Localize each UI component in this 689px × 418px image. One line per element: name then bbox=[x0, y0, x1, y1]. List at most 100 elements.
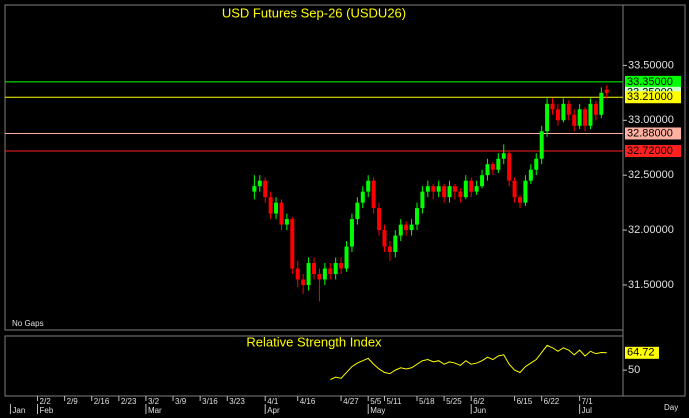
candle-body bbox=[452, 186, 457, 192]
candle-body bbox=[355, 202, 360, 220]
y-tick-label: 50 bbox=[628, 364, 640, 376]
x-tick-label: 5/18 bbox=[419, 397, 435, 406]
rsi-title: Relative Strength Index bbox=[246, 334, 382, 349]
y-tick-label: 32.50000 bbox=[628, 169, 674, 181]
candle-body bbox=[518, 197, 522, 203]
candle-body bbox=[496, 158, 501, 170]
candle-body bbox=[463, 180, 468, 198]
candle-body bbox=[555, 109, 560, 121]
level-label: 32.88000 bbox=[627, 127, 673, 139]
month-label: Jun bbox=[473, 406, 486, 415]
candle-body bbox=[507, 153, 512, 181]
candle-body bbox=[528, 169, 533, 181]
x-tick-label: 4/1 bbox=[267, 397, 279, 406]
x-tick-label: 4/27 bbox=[343, 397, 359, 406]
candle-body bbox=[588, 103, 593, 126]
candle-body bbox=[415, 208, 419, 225]
month-label: Jul bbox=[582, 406, 592, 415]
candle-body bbox=[577, 109, 582, 126]
candle-body bbox=[322, 268, 327, 280]
candle-body bbox=[404, 224, 409, 231]
candle-body bbox=[371, 180, 376, 209]
x-tick-label: 6/22 bbox=[544, 397, 560, 406]
candle-body bbox=[274, 202, 279, 214]
rsi-value-box bbox=[625, 346, 659, 359]
x-tick-label: 6/2 bbox=[473, 397, 485, 406]
candle-body bbox=[312, 263, 316, 275]
month-label: Feb bbox=[40, 406, 54, 415]
candle-body bbox=[366, 180, 371, 192]
level-box bbox=[625, 75, 681, 88]
level-box bbox=[625, 145, 681, 158]
candle-body bbox=[442, 186, 447, 198]
x-tick-label: 5/25 bbox=[446, 397, 462, 406]
level-box bbox=[625, 91, 681, 104]
candle-body bbox=[458, 191, 463, 198]
candle-body bbox=[561, 103, 566, 121]
month-label: May bbox=[370, 406, 385, 415]
candle-body bbox=[572, 114, 577, 126]
x-tick-label: 2/2 bbox=[40, 397, 52, 406]
candle-body bbox=[550, 103, 555, 110]
candle-body bbox=[333, 263, 338, 275]
candle-body bbox=[377, 208, 382, 231]
rsi-value-label: 64.72 bbox=[627, 347, 655, 359]
level-box bbox=[625, 127, 681, 140]
candle-body bbox=[268, 197, 273, 214]
x-axis-label: Day bbox=[664, 403, 678, 412]
rsi-line bbox=[330, 344, 607, 380]
candle-body bbox=[447, 186, 452, 198]
candle-body bbox=[301, 279, 306, 285]
candle-body bbox=[523, 180, 528, 203]
candle-body bbox=[328, 268, 333, 275]
level-label: 32.72000 bbox=[627, 145, 673, 157]
candle-body bbox=[501, 153, 506, 159]
candle-body bbox=[349, 219, 354, 247]
candle-body bbox=[317, 274, 322, 280]
candle-body bbox=[604, 89, 609, 93]
rsi-panel bbox=[4, 335, 624, 397]
month-label: Apr bbox=[267, 406, 280, 415]
x-tick-label: 5/11 bbox=[386, 397, 402, 406]
candle-body bbox=[436, 186, 441, 192]
x-tick-label: 5/5 bbox=[370, 397, 382, 406]
axis-panel bbox=[622, 4, 686, 397]
y-tick-label: 31.50000 bbox=[628, 279, 674, 291]
candle-body bbox=[566, 103, 571, 115]
candle-body bbox=[409, 224, 414, 231]
candle-body bbox=[295, 268, 300, 280]
candle-body bbox=[420, 191, 425, 209]
candle-body bbox=[534, 158, 539, 170]
candle-body bbox=[263, 180, 268, 198]
x-tick-label: 6/15 bbox=[517, 397, 533, 406]
candle-body bbox=[469, 180, 474, 192]
candle-body bbox=[393, 235, 398, 253]
candle-body bbox=[593, 103, 598, 115]
x-tick-label: 3/9 bbox=[175, 397, 187, 406]
x-tick-label: 3/16 bbox=[202, 397, 218, 406]
candle-body bbox=[387, 246, 392, 253]
candle-body bbox=[425, 186, 430, 192]
candle-body bbox=[539, 131, 544, 159]
candle-body bbox=[284, 219, 289, 225]
x-tick-label: 7/1 bbox=[582, 397, 594, 406]
candle-body bbox=[545, 103, 550, 132]
x-tick-label: 2/9 bbox=[67, 397, 79, 406]
x-tick-label: 4/16 bbox=[300, 397, 316, 406]
candle-body bbox=[512, 180, 517, 198]
chart-title: USD Futures Sep-26 (USDU26) bbox=[222, 5, 406, 20]
candle-body bbox=[480, 175, 485, 187]
candle-body bbox=[398, 224, 403, 236]
candle-body bbox=[583, 109, 588, 126]
candle-body bbox=[431, 186, 436, 192]
candle-body bbox=[490, 164, 495, 170]
level-label: 33.21000 bbox=[627, 91, 673, 103]
month-label: Jan bbox=[12, 406, 25, 415]
candle-body bbox=[279, 202, 284, 225]
month-label: Mar bbox=[148, 406, 162, 415]
candle-body bbox=[252, 186, 257, 192]
candle-body bbox=[344, 246, 349, 269]
candle-body bbox=[485, 164, 490, 176]
price-panel bbox=[4, 4, 624, 331]
